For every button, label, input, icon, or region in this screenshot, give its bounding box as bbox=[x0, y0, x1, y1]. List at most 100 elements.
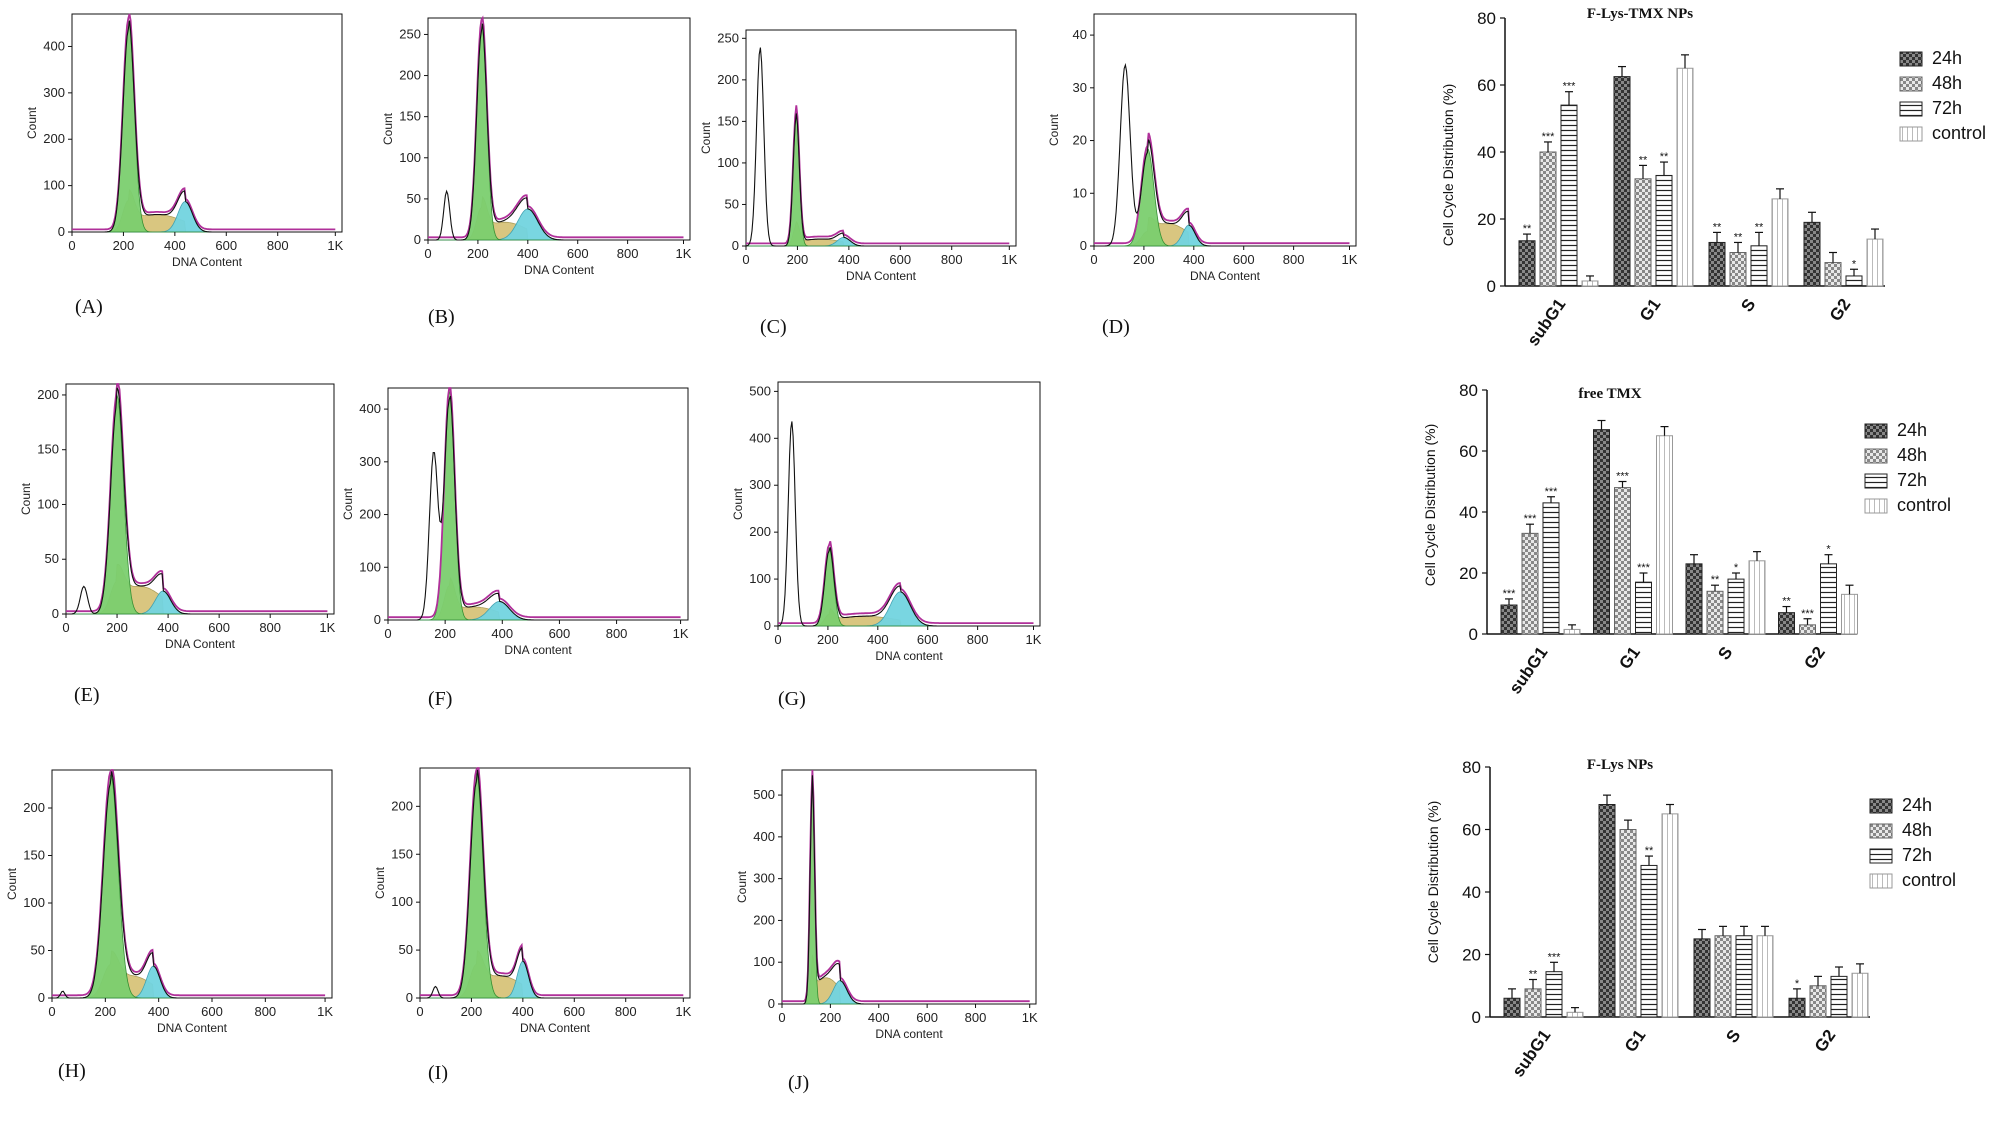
x-tick-label: 800 bbox=[267, 238, 289, 253]
bar bbox=[1676, 67, 1694, 287]
x-tick-label: 600 bbox=[567, 246, 589, 261]
x-tick-label: 400 bbox=[157, 620, 179, 635]
legend-label: control bbox=[1897, 495, 1951, 515]
x-tick-label: 200 bbox=[787, 252, 809, 267]
legend-swatch bbox=[1864, 448, 1888, 464]
raw-data-line bbox=[66, 387, 328, 615]
y-tick-label: 400 bbox=[753, 829, 775, 844]
histogram-panel: 0 200 400 600 800 1K DNA content 0 100 200 300 400 5… bbox=[718, 372, 1060, 671]
x-axis-label: DNA Content bbox=[165, 637, 236, 651]
x-tick-label: 600 bbox=[201, 1004, 223, 1019]
significance-mark: ** bbox=[1660, 151, 1669, 163]
x-tick-label: 1K bbox=[319, 620, 335, 635]
bar bbox=[1820, 563, 1837, 635]
legend-label: 48h bbox=[1902, 820, 1932, 840]
raw-data-line bbox=[72, 20, 336, 233]
significance-mark: *** bbox=[1563, 81, 1577, 93]
category-label: subG1 bbox=[1509, 1026, 1555, 1080]
histogram-panel: 0 200 400 600 800 1K DNA content 0 100 200 300 400 5… bbox=[722, 760, 1056, 1049]
bar bbox=[1640, 864, 1658, 1018]
model-envelope-line bbox=[746, 105, 1010, 245]
legend-label: 24h bbox=[1932, 48, 1962, 68]
g1-phase-area bbox=[388, 390, 681, 621]
y-tick-label: 0 bbox=[768, 996, 775, 1011]
category-label: G2 bbox=[1811, 1026, 1840, 1055]
panel-label: (C) bbox=[760, 316, 787, 338]
panel-label: (I) bbox=[428, 1062, 448, 1084]
significance-mark: *** bbox=[1637, 562, 1651, 574]
y-tick-label: 500 bbox=[749, 383, 771, 398]
raw-data-line bbox=[745, 47, 1010, 247]
plot-frame bbox=[427, 17, 691, 241]
y-tick-label: 0 bbox=[38, 990, 45, 1005]
x-tick-label: 800 bbox=[1283, 252, 1305, 267]
bar bbox=[1851, 972, 1869, 1018]
y-tick-label: 100 bbox=[717, 155, 739, 170]
g2-phase-area bbox=[746, 237, 1010, 247]
x-tick-label: 800 bbox=[941, 252, 963, 267]
x-tick-label: 0 bbox=[416, 1004, 423, 1019]
chart-title: free TMX bbox=[1578, 386, 1641, 402]
y-tick-label: 0 bbox=[52, 606, 59, 621]
x-tick-label: 400 bbox=[868, 1010, 890, 1025]
bar bbox=[1619, 829, 1637, 1018]
y-tick-label: 0 bbox=[374, 612, 381, 627]
bar bbox=[1771, 198, 1789, 287]
significance-mark: * bbox=[1795, 978, 1800, 990]
category-label: G1 bbox=[1615, 643, 1644, 672]
y-tick-label: 250 bbox=[717, 30, 739, 45]
model-envelope-line bbox=[388, 387, 681, 619]
bar bbox=[1727, 578, 1745, 635]
y-tick-label: 400 bbox=[749, 430, 771, 445]
bar bbox=[1708, 241, 1726, 287]
raw-data-line bbox=[52, 771, 326, 999]
x-tick-label: 1K bbox=[1026, 632, 1042, 647]
x-tick-label: 800 bbox=[259, 620, 281, 635]
x-axis-label: DNA content bbox=[875, 649, 943, 663]
histogram-panel: 0 200 400 600 800 1K DNA Content 0 10 20 30 40 Count bbox=[1034, 4, 1376, 291]
bar bbox=[1788, 997, 1806, 1018]
histogram-panel: 0 200 400 600 800 1K DNA Content 0 50 100 150 200 Co… bbox=[0, 760, 352, 1043]
x-tick-label: 1K bbox=[327, 238, 343, 253]
bar bbox=[1539, 151, 1557, 287]
category-label: G1 bbox=[1636, 295, 1665, 324]
x-tick-label: 400 bbox=[164, 238, 186, 253]
legend-swatch bbox=[1869, 873, 1893, 889]
x-tick-label: 200 bbox=[1133, 252, 1155, 267]
x-tick-label: 600 bbox=[563, 1004, 585, 1019]
x-tick-label: 200 bbox=[817, 632, 839, 647]
x-tick-label: 1K bbox=[317, 1004, 333, 1019]
x-tick-label: 400 bbox=[517, 246, 539, 261]
significance-mark: *** bbox=[1548, 951, 1562, 963]
y-tick-label: 300 bbox=[753, 871, 775, 886]
legend-label: 24h bbox=[1897, 420, 1927, 440]
y-tick-label: 0 bbox=[1487, 277, 1496, 296]
x-tick-label: 0 bbox=[774, 632, 781, 647]
significance-mark: * bbox=[1826, 544, 1831, 556]
y-axis-label: Count bbox=[25, 106, 39, 139]
legend-swatch bbox=[1869, 798, 1893, 814]
significance-mark: ** bbox=[1529, 969, 1538, 981]
y-axis-label: Cell Cycle Distribution (%) bbox=[1422, 424, 1438, 587]
y-tick-label: 500 bbox=[753, 787, 775, 802]
y-tick-label: 0 bbox=[414, 232, 421, 247]
y-tick-label: 100 bbox=[399, 150, 421, 165]
legend-label: control bbox=[1902, 870, 1956, 890]
bar bbox=[1545, 971, 1563, 1018]
category-label: S bbox=[1714, 643, 1736, 663]
x-tick-label: 200 bbox=[434, 626, 456, 641]
bar bbox=[1518, 240, 1536, 287]
panel-label: (A) bbox=[75, 296, 103, 318]
bar-chart: F-Lys NPs 0 20 40 60 80 Cell Cycle Distributio… bbox=[1420, 752, 2004, 1097]
plot-frame bbox=[745, 29, 1017, 247]
legend-label: 72h bbox=[1932, 98, 1962, 118]
model-envelope-line bbox=[52, 769, 326, 997]
x-tick-label: 800 bbox=[965, 1010, 987, 1025]
plot-frame bbox=[71, 13, 343, 233]
bar-chart-svg: F-Lys-TMX NPs 0 20 40 60 80 Cell Cycle Distrib… bbox=[1440, 6, 1986, 349]
y-tick-label: 150 bbox=[717, 113, 739, 128]
y-tick-label: 200 bbox=[399, 68, 421, 83]
x-axis-label: DNA content bbox=[504, 643, 572, 657]
category-label: G1 bbox=[1621, 1026, 1650, 1055]
x-tick-label: 200 bbox=[113, 238, 135, 253]
